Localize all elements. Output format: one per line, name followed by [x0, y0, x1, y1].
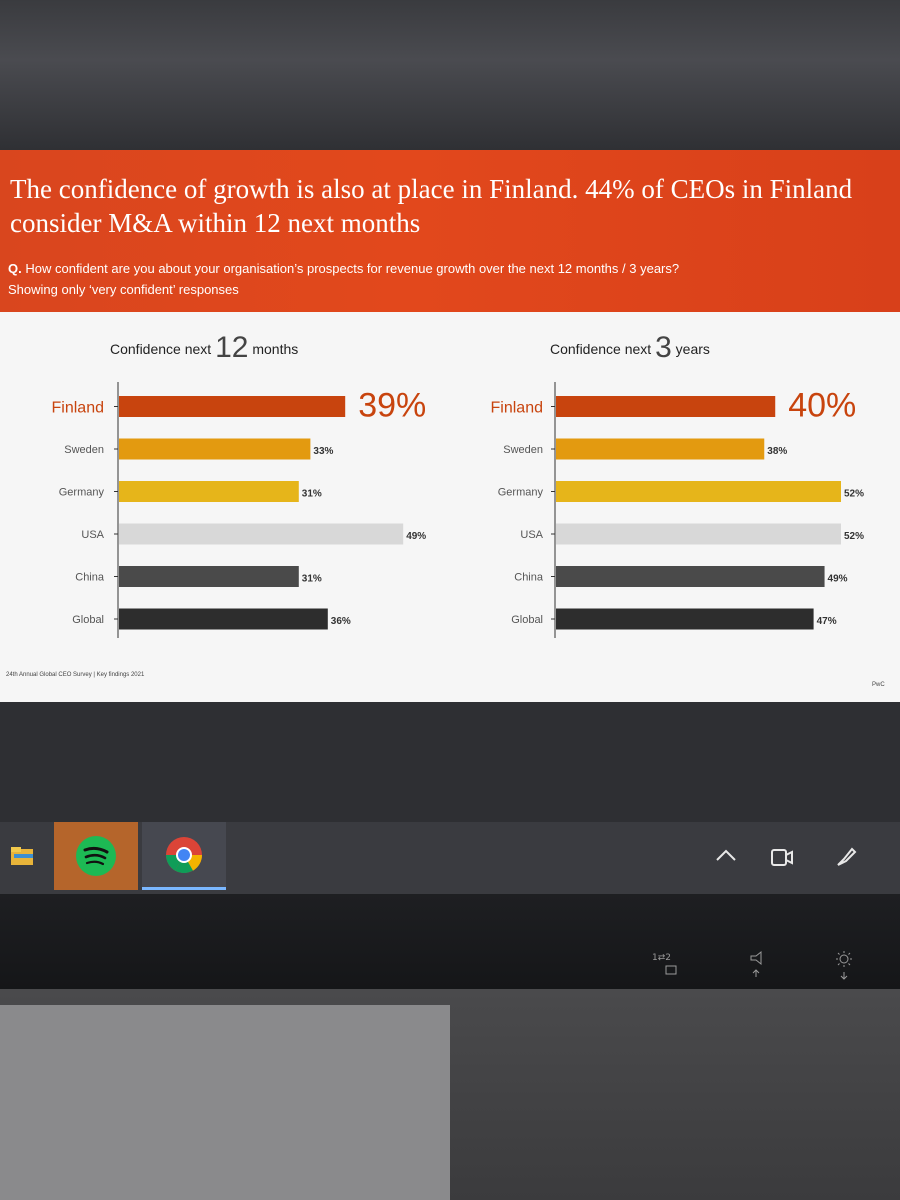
category-label: Sweden [503, 444, 543, 456]
chart-title-suffix: months [252, 341, 299, 357]
chart-title-number: 3 [655, 331, 672, 364]
bar-china [556, 566, 825, 587]
monitor-bottom-bezel [0, 894, 900, 989]
brightness-icon[interactable] [834, 950, 856, 985]
bar-usa [119, 523, 404, 545]
data-label: 49% [406, 531, 426, 542]
response-note: Showing only ‘very confident’ responses [8, 282, 239, 297]
data-label: 52% [844, 531, 864, 542]
svg-text:1⇄2: 1⇄2 [652, 953, 671, 963]
category-label: Finland [52, 400, 104, 417]
volume-icon[interactable] [748, 950, 768, 983]
bar-global [119, 608, 328, 630]
category-label: Global [511, 614, 543, 626]
question-text: How confident are you about your organis… [25, 261, 680, 276]
bar-sweden [119, 438, 311, 460]
question-prefix: Q. [8, 261, 22, 276]
footer-source: 24th Annual Global CEO Survey | Key find… [6, 672, 145, 678]
data-label: 39% [358, 387, 426, 425]
input-switch-icon[interactable]: 1⇄2 [652, 948, 692, 983]
data-label: 47% [817, 616, 837, 627]
category-label: USA [520, 529, 543, 541]
chrome-icon [166, 836, 202, 873]
presentation-slide: The confidence of growth is also at plac… [0, 150, 900, 702]
category-label: USA [81, 529, 104, 541]
data-label: 36% [331, 616, 351, 627]
spotify-icon [76, 836, 116, 876]
bar-charts: Finland 39% Sweden 33% Germany 31% USA 49% China… [52, 382, 864, 638]
category-label: China [514, 572, 544, 584]
bar-finland [556, 396, 776, 417]
category-label: Global [72, 614, 104, 626]
desk-surface [0, 1005, 450, 1200]
category-label: China [75, 572, 105, 584]
data-label: 31% [302, 574, 322, 585]
chart-title-number: 12 [215, 331, 249, 364]
data-label: 33% [313, 446, 333, 457]
chart-title-prefix: Confidence next [110, 341, 212, 357]
taskbar-file-explorer-button[interactable] [0, 822, 48, 890]
taskbar-spotify-button[interactable] [54, 822, 138, 890]
chart-title-prefix: Confidence next [550, 341, 652, 357]
footer-brand: PwC [872, 682, 885, 688]
survey-question: Q. How confident are you about your orga… [8, 260, 898, 277]
slide-header: The confidence of growth is also at plac… [0, 150, 900, 312]
category-label: Sweden [64, 444, 104, 456]
data-label: 40% [788, 387, 856, 425]
bar-sweden [556, 438, 765, 460]
category-label: Germany [498, 487, 544, 499]
bar-usa [556, 523, 841, 545]
taskbar-chrome-button[interactable] [142, 822, 226, 890]
folder-icon [11, 847, 33, 865]
bar-global [556, 608, 814, 630]
data-label: 52% [844, 489, 864, 500]
chart-title-suffix: years [675, 341, 710, 357]
chart-12-months-title: Confidence next 12 months [110, 328, 299, 364]
bar-finland [119, 396, 346, 417]
pen-icon[interactable] [834, 845, 858, 875]
data-label: 49% [828, 574, 848, 585]
category-label: Finland [491, 400, 543, 417]
data-label: 38% [767, 446, 787, 457]
monitor-top-bezel [0, 0, 900, 150]
screen-dark-area [0, 702, 900, 822]
data-label: 31% [302, 489, 322, 500]
bar-germany [556, 481, 841, 502]
chevron-up-icon[interactable] [714, 845, 738, 871]
category-label: Germany [59, 487, 105, 499]
meet-now-icon[interactable] [770, 845, 794, 875]
chart-3-years-title: Confidence next 3 years [550, 328, 710, 364]
bar-china [119, 566, 299, 587]
bar-germany [119, 481, 299, 502]
slide-title: The confidence of growth is also at plac… [10, 174, 853, 238]
